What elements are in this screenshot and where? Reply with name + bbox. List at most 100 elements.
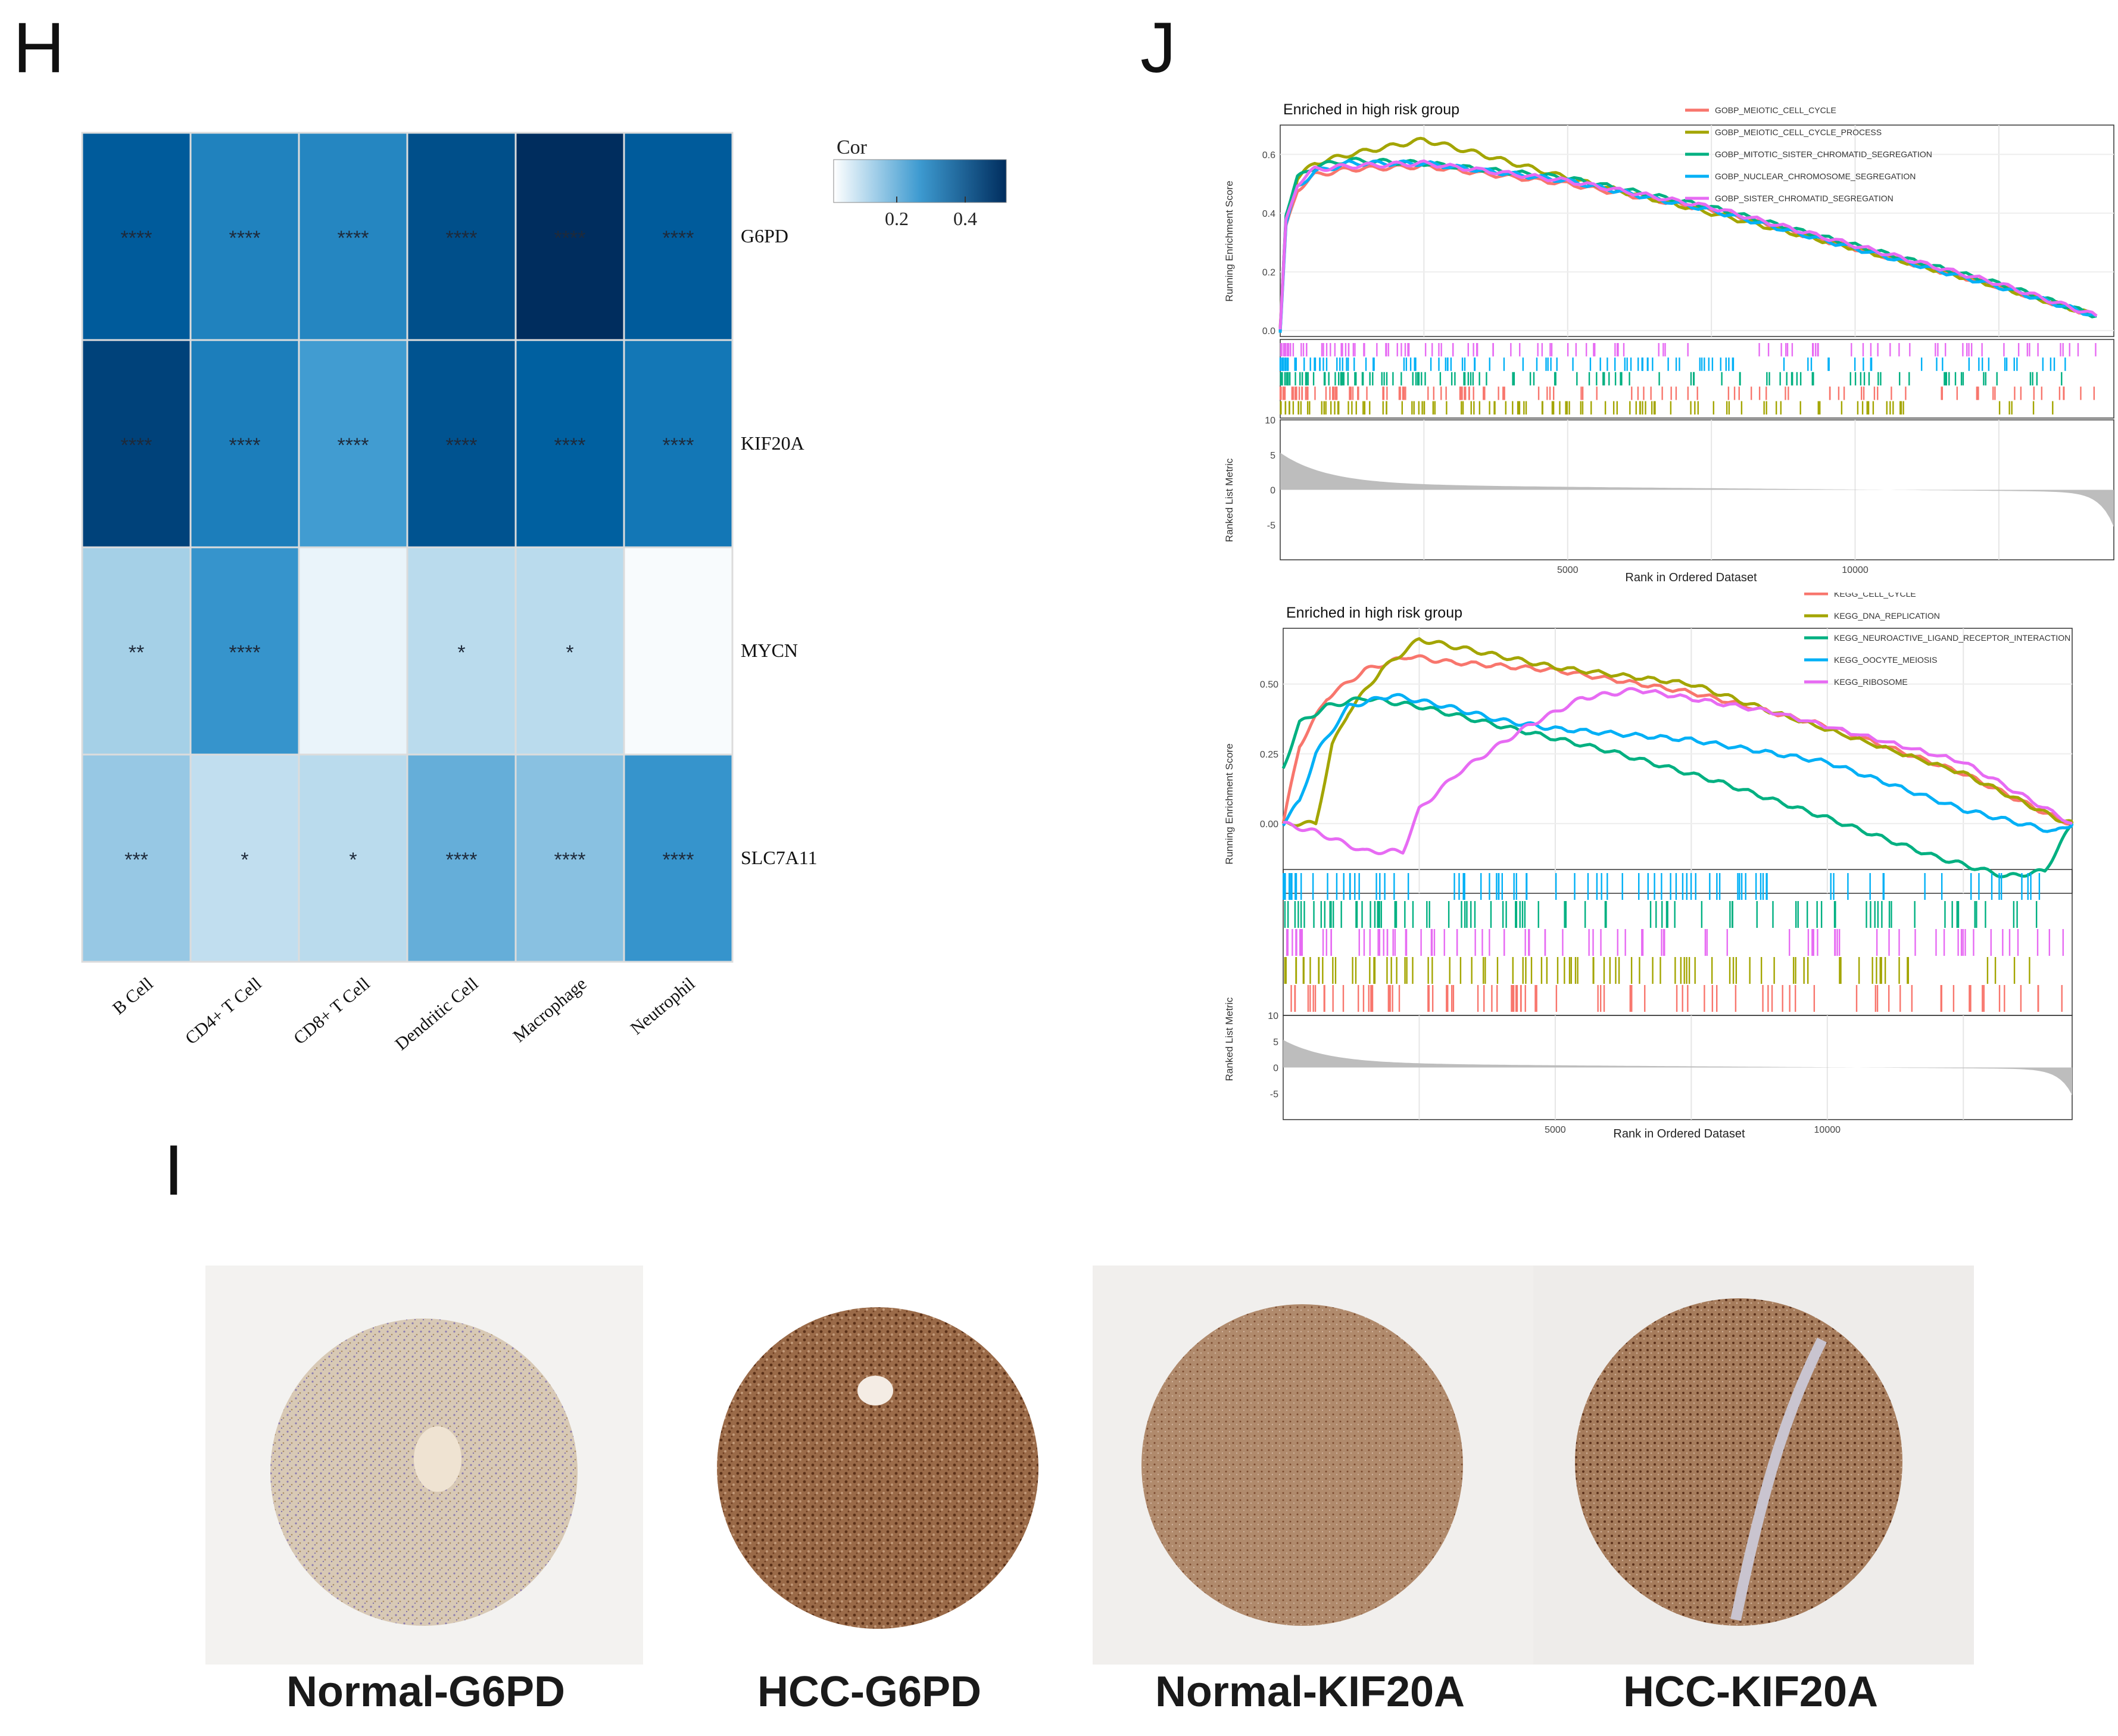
gsea-ticks: 0.0 0.2 0.4 0.6 5000 10000 10 5 0 -5 (1262, 150, 1869, 575)
heatmap-cell (298, 753, 408, 963)
legend-entry: KEGG_CELL_CYCLE (1834, 593, 1916, 599)
metric-tick-label: 0 (1273, 1064, 1278, 1074)
significance-label: **** (663, 434, 694, 457)
metric-tick-label: 5 (1270, 451, 1275, 461)
heatmap-cell (81, 132, 192, 341)
significance-label: **** (229, 641, 261, 664)
es-series-line (1278, 157, 2097, 332)
heatmap-row-label: G6PD (741, 225, 788, 247)
heatmap-column-labels: B Cell CD4+ T Cell CD8+ T Cell Dendritic Ce… (109, 974, 699, 1054)
x-tick-label: 5000 (1545, 1125, 1566, 1135)
legend-entry: GOBP_MITOTIC_SISTER_CHROMATID_SEGREGATIO… (1715, 149, 1932, 159)
gsea-lines (1281, 637, 2074, 878)
heatmap-column-label: Neutrophil (627, 974, 699, 1039)
legend-entry: KEGG_OOCYTE_MEIOSIS (1834, 655, 1938, 665)
y-tick-label: 0.50 (1260, 680, 1278, 690)
ranked-metric-area (1283, 1040, 2072, 1095)
ihc-label-normal-kif20a: Normal-KIF20A (1155, 1668, 1465, 1716)
y-tick-label: 0.00 (1260, 819, 1278, 830)
legend-entry: GOBP_MEIOTIC_CELL_CYCLE (1715, 105, 1836, 115)
chart-title: Enriched in high risk group (1286, 604, 1462, 621)
x-tick-label: 5000 (1557, 565, 1579, 575)
legend-colorbar (833, 159, 1007, 203)
significance-label: ** (129, 641, 144, 664)
heatmap-column-label: B Cell (109, 974, 157, 1018)
heatmap-column-label: CD8+ T Cell (290, 974, 374, 1048)
heatmap-cell (623, 753, 734, 963)
gsea-lines (1278, 136, 2098, 333)
es-series-line (1283, 687, 2073, 855)
es-plot-frame (1283, 628, 2073, 894)
gsea-grid (1280, 124, 2114, 560)
ranked-metric-area (1280, 453, 2114, 527)
heatmap-row-label: MYCN (741, 640, 798, 661)
significance-label: **** (229, 227, 261, 250)
x-axis-label: Rank in Ordered Dataset (1625, 571, 1757, 584)
ihc-image-strip (205, 1266, 1974, 1665)
significance-label: * (349, 849, 357, 871)
heatmap-cell (514, 753, 625, 963)
heatmap-cell (406, 339, 517, 548)
es-series-line (1278, 159, 2098, 330)
y-axis-label: Running Enrichment Score (1224, 743, 1235, 864)
x-tick-label: 10000 (1814, 1125, 1841, 1135)
tissue-gap (857, 1376, 893, 1405)
es-series-line (1281, 696, 2074, 878)
significance-label: *** (124, 849, 148, 871)
chart-title: Enriched in high risk group (1283, 101, 1459, 118)
es-series-line (1278, 163, 2098, 331)
heatmap-significance: **** **** **** **** **** ******** **** **** ****… (121, 227, 694, 871)
heatmap-cell (623, 546, 734, 756)
es-series-line (1278, 159, 2097, 333)
significance-label: **** (229, 434, 261, 457)
tissue-core-normal-kif20a (1141, 1304, 1463, 1626)
metric-tick-label: 0 (1270, 486, 1275, 496)
significance-label: **** (121, 434, 152, 457)
x-axis-label: Rank in Ordered Dataset (1613, 1127, 1745, 1140)
heatmap-column-label: Macrophage (509, 974, 590, 1046)
y-tick-label: 0.25 (1260, 750, 1278, 760)
heatmap-legend: Cor 0.2 0.4 (833, 136, 1007, 229)
significance-label: **** (446, 227, 478, 250)
significance-label: **** (446, 434, 478, 457)
heatmap-cell (298, 546, 408, 756)
metric-tick-label: 5 (1273, 1037, 1278, 1048)
es-series-line (1281, 654, 2073, 826)
heatmap-row-labels: G6PD KIF20A MYCN SLC7A11 (741, 225, 818, 868)
tissue-core-hcc-g6pd (717, 1307, 1038, 1629)
gsea-hit-marks (1279, 343, 2097, 414)
legend-entry: GOBP_NUCLEAR_CHROMOSOME_SEGREGATION (1715, 172, 1916, 181)
heatmap-column-label: Dendritic Cell (391, 974, 482, 1054)
gsea-ranked-metric (1283, 1040, 2072, 1095)
metric-tick-label: 10 (1268, 1011, 1278, 1021)
gsea-ranked-metric (1280, 453, 2114, 527)
significance-label: **** (338, 227, 369, 250)
significance-label: **** (554, 434, 586, 457)
significance-label: * (457, 641, 465, 664)
y-tick-label: 0.6 (1262, 150, 1275, 160)
heatmap-cell (406, 753, 517, 963)
legend-title: Cor (837, 136, 868, 158)
ihc-label-hcc-g6pd: HCC-G6PD (757, 1668, 982, 1716)
metric-tick-label: -5 (1270, 1089, 1278, 1099)
heatmap-cell (298, 339, 408, 548)
significance-label: **** (446, 849, 478, 871)
significance-label: * (566, 641, 573, 664)
heatmap-cell (514, 546, 625, 756)
legend-entry: GOBP_MEIOTIC_CELL_CYCLE_PROCESS (1715, 127, 1882, 137)
significance-label: **** (554, 227, 586, 250)
es-series-line (1281, 693, 2074, 833)
heatmap-cell (189, 339, 300, 548)
heatmap-cells (81, 132, 734, 963)
legend-entry: KEGG_NEUROACTIVE_LIGAND_RECEPTOR_INTERAC… (1834, 633, 2070, 643)
x-tick-label: 10000 (1842, 565, 1869, 575)
heatmap-cell (189, 546, 300, 756)
metric-tick-label: -5 (1267, 521, 1275, 531)
tissue-gap (414, 1426, 461, 1492)
heatmap-column-label: CD4+ T Cell (182, 974, 266, 1048)
significance-label: **** (663, 227, 694, 250)
heatmap-cell (406, 546, 517, 756)
heatmap-cell (81, 546, 192, 756)
es-series-line (1283, 637, 2074, 828)
ihc-label-normal-g6pd: Normal-G6PD (286, 1668, 566, 1716)
